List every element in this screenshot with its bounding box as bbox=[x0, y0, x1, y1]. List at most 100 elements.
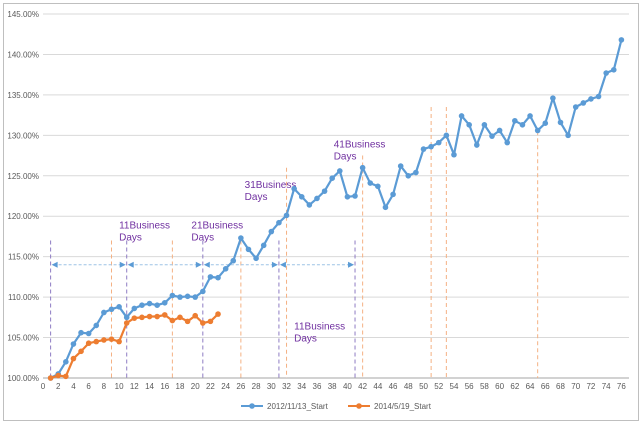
series-2-point bbox=[85, 340, 92, 347]
annotation-line2: Days bbox=[294, 333, 317, 344]
series-1-point bbox=[93, 322, 100, 329]
series-1-point bbox=[70, 341, 77, 347]
series-1-point bbox=[276, 219, 282, 226]
series-1-point bbox=[253, 255, 259, 262]
x-tick-label: 54 bbox=[450, 382, 459, 391]
series-1-point bbox=[184, 293, 191, 300]
series-1-point bbox=[481, 122, 488, 128]
y-tick-label: 125.00% bbox=[7, 172, 39, 181]
x-tick-label: 48 bbox=[404, 382, 413, 391]
x-tick-label: 30 bbox=[267, 382, 276, 391]
series-1-point bbox=[283, 212, 290, 219]
series-2-point bbox=[63, 373, 69, 380]
series-1-point bbox=[215, 274, 221, 281]
series-1-point bbox=[298, 194, 305, 200]
series-1-point bbox=[382, 204, 389, 211]
series-2-point bbox=[123, 320, 130, 326]
span-arrow-head-left bbox=[127, 261, 134, 268]
series-1-point bbox=[565, 132, 571, 139]
series-1-point bbox=[108, 306, 115, 313]
x-tick-label: 42 bbox=[358, 382, 367, 391]
series-1-point bbox=[534, 127, 541, 134]
legend-label: 2014/5/19_Start bbox=[374, 402, 432, 411]
series-1-point bbox=[260, 242, 267, 249]
series-1-point bbox=[473, 142, 480, 148]
x-tick-label: 58 bbox=[480, 382, 489, 391]
x-tick-label: 18 bbox=[176, 382, 185, 391]
span-arrow-head-right bbox=[271, 261, 278, 268]
series-1-point bbox=[321, 188, 328, 194]
annotation-line2: Days bbox=[191, 232, 214, 243]
x-tick-label: 32 bbox=[282, 382, 291, 391]
x-tick-label: 38 bbox=[328, 382, 337, 391]
series-2-point bbox=[131, 315, 138, 321]
series-1-point bbox=[466, 122, 472, 128]
series-1-point bbox=[367, 180, 374, 186]
series-1-point bbox=[245, 246, 252, 253]
x-tick-label: 74 bbox=[602, 382, 611, 391]
series-1-point bbox=[222, 266, 229, 272]
span-arrow-head-left bbox=[279, 261, 286, 268]
x-tick-label: 76 bbox=[617, 382, 626, 391]
series-1-point bbox=[352, 193, 358, 199]
series-1-point bbox=[116, 304, 122, 310]
x-tick-label: 28 bbox=[252, 382, 261, 391]
x-tick-label: 2 bbox=[56, 382, 61, 391]
series-1-point bbox=[595, 93, 602, 100]
series-2-point bbox=[146, 313, 153, 320]
legend-swatch-marker bbox=[356, 403, 362, 409]
series-1-point bbox=[527, 113, 533, 119]
x-tick-label: 6 bbox=[86, 382, 91, 391]
series-1-point bbox=[610, 67, 617, 73]
series-1-point bbox=[314, 195, 320, 202]
series-1-point bbox=[200, 288, 206, 295]
x-tick-label: 26 bbox=[236, 382, 245, 391]
series-1-point bbox=[489, 133, 495, 139]
span-arrow-head-right bbox=[119, 261, 126, 268]
x-tick-label: 64 bbox=[526, 382, 535, 391]
x-tick-label: 70 bbox=[571, 382, 580, 391]
x-tick-label: 16 bbox=[160, 382, 169, 391]
series-2-point bbox=[139, 314, 145, 321]
series-1-point bbox=[306, 202, 313, 208]
x-tick-label: 22 bbox=[206, 382, 215, 391]
series-1-point bbox=[123, 314, 130, 321]
series-1-point bbox=[63, 359, 69, 365]
span-arrow-head-right bbox=[348, 261, 355, 268]
series-1-point bbox=[329, 175, 335, 182]
series-1-point bbox=[146, 300, 153, 307]
annotation-line1: 11Business bbox=[119, 220, 170, 231]
series-2-point bbox=[116, 338, 122, 345]
x-tick-label: 4 bbox=[71, 382, 76, 391]
series-2-point bbox=[108, 336, 115, 342]
x-tick-label: 46 bbox=[389, 382, 398, 391]
annotation-line2: Days bbox=[119, 232, 142, 243]
y-tick-label: 110.00% bbox=[8, 293, 39, 302]
series-2-point bbox=[154, 313, 160, 320]
series-1-point bbox=[390, 191, 396, 198]
x-tick-label: 56 bbox=[465, 382, 474, 391]
series-2-point bbox=[70, 355, 77, 362]
series-1-point bbox=[572, 104, 579, 110]
series-1-point bbox=[519, 122, 526, 128]
series-1-point bbox=[291, 185, 297, 192]
y-tick-label: 145.00% bbox=[7, 10, 39, 19]
series-1-point bbox=[101, 309, 107, 316]
y-tick-label: 100.00% bbox=[7, 374, 39, 383]
series-1-point bbox=[580, 100, 587, 106]
chart-frame bbox=[3, 3, 639, 421]
x-tick-label: 36 bbox=[313, 382, 322, 391]
x-tick-label: 66 bbox=[541, 382, 550, 391]
x-tick-label: 24 bbox=[221, 382, 230, 391]
x-tick-label: 8 bbox=[102, 382, 107, 391]
series-2-point bbox=[161, 312, 168, 318]
span-arrow-head-left bbox=[51, 261, 58, 268]
x-tick-label: 50 bbox=[419, 382, 428, 391]
series-2-point bbox=[215, 311, 221, 317]
series-1-point bbox=[413, 169, 419, 176]
series-2-point bbox=[177, 314, 183, 321]
series-1-point bbox=[177, 294, 183, 300]
x-tick-label: 60 bbox=[495, 382, 504, 391]
series-1-point bbox=[268, 228, 275, 235]
series-1-point bbox=[496, 127, 503, 134]
